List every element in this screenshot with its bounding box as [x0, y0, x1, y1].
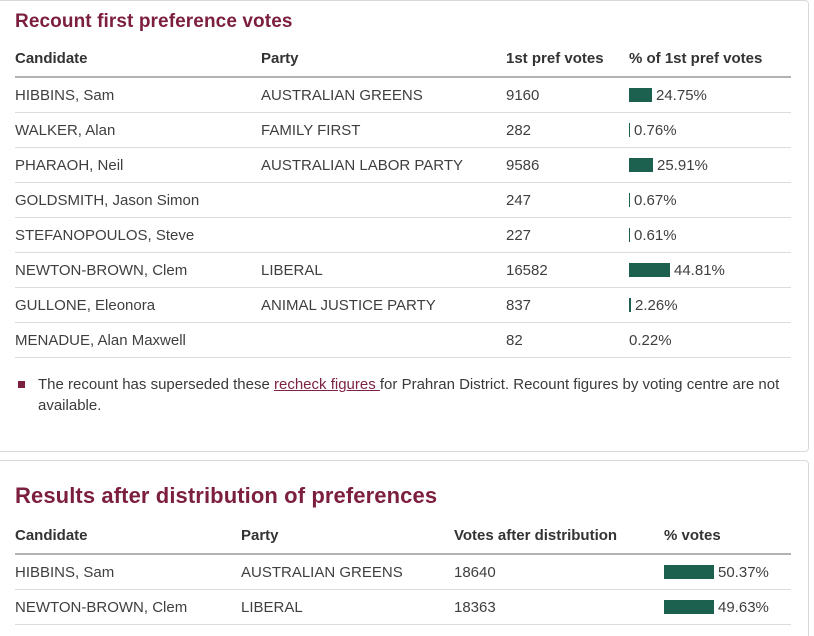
percent-bar — [629, 122, 630, 137]
column-header: Party — [241, 523, 454, 555]
percent-cell: 2.26% — [629, 287, 791, 323]
table-row: NEWTON-BROWN, Clem LIBERAL 16582 44.81% — [15, 252, 791, 288]
column-header: Candidate — [15, 523, 241, 555]
footnote-text-pre: The recount has superseded these — [38, 376, 274, 393]
party-cell: ANIMAL JUSTICE PARTY — [261, 287, 506, 323]
table-row: HIBBINS, Sam AUSTRALIAN GREENS 18640 50.37% — [15, 554, 791, 590]
percent-label: 44.81% — [674, 261, 725, 279]
column-header: % votes — [664, 523, 791, 555]
votes-cell: 16582 — [506, 252, 629, 288]
percent-bar — [629, 297, 631, 312]
table-row: MENADUE, Alan Maxwell 82 0.22% — [15, 322, 791, 358]
table-row: GOLDSMITH, Jason Simon 247 0.67% — [15, 182, 791, 218]
percent-bar — [629, 227, 630, 242]
percent-bar — [664, 599, 714, 614]
column-header: % of 1st pref votes — [629, 46, 791, 78]
column-header: Party — [261, 46, 506, 78]
recount-table-header-row: Candidate Party 1st pref votes% of 1st pre… — [15, 46, 791, 78]
table-row: GULLONE, Eleonora ANIMAL JUSTICE PARTY 837… — [15, 287, 791, 323]
percent-label: 24.75% — [656, 86, 707, 104]
party-cell: LIBERAL — [241, 589, 454, 625]
candidate-cell: GOLDSMITH, Jason Simon — [15, 182, 261, 218]
column-header: Votes after distribution — [454, 523, 664, 555]
percent-bar — [629, 157, 653, 172]
percent-cell: 25.91% — [629, 147, 791, 183]
candidate-cell: PHARAOH, Neil — [15, 147, 261, 183]
votes-cell: 82 — [506, 322, 629, 358]
candidate-cell: GULLONE, Eleonora — [15, 287, 261, 323]
percent-label: 0.67% — [634, 191, 677, 209]
percent-label: 2.26% — [635, 296, 678, 314]
party-cell — [261, 182, 506, 218]
candidate-cell: WALKER, Alan — [15, 112, 261, 148]
party-cell: AUSTRALIAN GREENS — [261, 77, 506, 113]
party-cell — [261, 322, 506, 358]
party-cell — [261, 217, 506, 253]
recount-section-card: Recount first preference votes Candidate… — [0, 0, 809, 452]
percent-cell: 0.22% — [629, 322, 791, 358]
votes-cell: 9160 — [506, 77, 629, 113]
percent-label: 50.37% — [718, 563, 769, 581]
footnote-text-post: for Prahran District. Recount figures by… — [38, 376, 780, 414]
percent-label: 0.22% — [629, 331, 672, 349]
distribution-table-header-row: Candidate Party Votes after distribution% … — [15, 523, 791, 555]
percent-cell: 0.67% — [629, 182, 791, 218]
party-cell: AUSTRALIAN LABOR PARTY — [261, 147, 506, 183]
candidate-cell: HIBBINS, Sam — [15, 554, 241, 590]
table-row: HIBBINS, Sam AUSTRALIAN GREENS 9160 24.75% — [15, 77, 791, 113]
percent-cell: 24.75% — [629, 77, 791, 113]
candidate-cell: STEFANOPOULOS, Steve — [15, 217, 261, 253]
percent-bar — [629, 192, 630, 207]
recount-table: Candidate Party 1st pref votes% of 1st pre… — [15, 46, 791, 358]
percent-bar — [664, 564, 714, 579]
candidate-cell: NEWTON-BROWN, Clem — [15, 589, 241, 625]
percent-cell: 0.61% — [629, 217, 791, 253]
percent-label: 0.76% — [634, 121, 677, 139]
recount-section-title: Recount first preference votes — [15, 11, 293, 32]
footnote-text: The recount has superseded these recheck… — [38, 374, 780, 416]
percent-label: 49.63% — [718, 598, 769, 616]
percent-label: 0.61% — [634, 226, 677, 244]
table-row: PHARAOH, Neil AUSTRALIAN LABOR PARTY 9586 2… — [15, 147, 791, 183]
square-bullet-icon — [18, 381, 25, 388]
percent-cell: 50.37% — [664, 554, 791, 590]
percent-cell: 0.76% — [629, 112, 791, 148]
table-row: NEWTON-BROWN, Clem LIBERAL 18363 49.63% — [15, 589, 791, 625]
percent-label: 25.91% — [657, 156, 708, 174]
candidate-cell: MENADUE, Alan Maxwell — [15, 322, 261, 358]
column-header: Candidate — [15, 46, 261, 78]
percent-cell: 49.63% — [664, 589, 791, 625]
distribution-section-title: Results after distribution of preference… — [15, 483, 438, 508]
percent-bar — [629, 87, 652, 102]
votes-cell: 18363 — [454, 589, 664, 625]
votes-cell: 247 — [506, 182, 629, 218]
votes-cell: 282 — [506, 112, 629, 148]
percent-cell: 44.81% — [629, 252, 791, 288]
party-cell: LIBERAL — [261, 252, 506, 288]
percent-bar — [629, 262, 670, 277]
recount-footnote: The recount has superseded these recheck… — [15, 374, 790, 416]
candidate-cell: HIBBINS, Sam — [15, 77, 261, 113]
party-cell: FAMILY FIRST — [261, 112, 506, 148]
distribution-section-card: Results after distribution of preference… — [0, 460, 809, 636]
distribution-table: Candidate Party Votes after distribution% … — [15, 523, 791, 625]
candidate-cell: NEWTON-BROWN, Clem — [15, 252, 261, 288]
table-row: WALKER, Alan FAMILY FIRST 282 0.76% — [15, 112, 791, 148]
votes-cell: 837 — [506, 287, 629, 323]
recheck-figures-link[interactable]: recheck figures — [274, 376, 380, 393]
party-cell: AUSTRALIAN GREENS — [241, 554, 454, 590]
votes-cell: 227 — [506, 217, 629, 253]
votes-cell: 18640 — [454, 554, 664, 590]
table-row: STEFANOPOULOS, Steve 227 0.61% — [15, 217, 791, 253]
column-header: 1st pref votes — [506, 46, 629, 78]
votes-cell: 9586 — [506, 147, 629, 183]
